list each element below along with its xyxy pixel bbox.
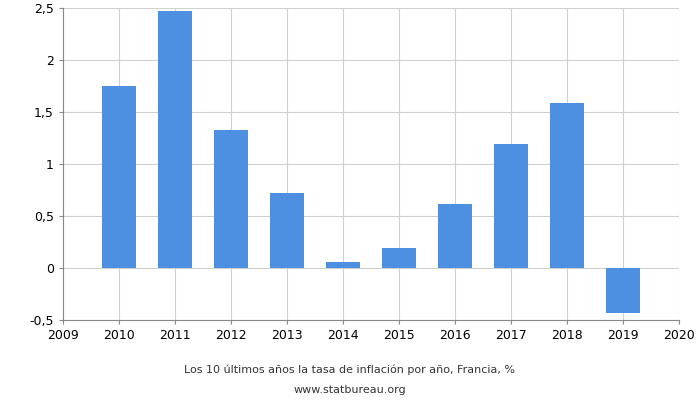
- Bar: [550, 103, 584, 268]
- Bar: [214, 130, 248, 268]
- Bar: [494, 144, 528, 268]
- Bar: [438, 204, 472, 268]
- Text: www.statbureau.org: www.statbureau.org: [294, 385, 406, 395]
- Bar: [326, 262, 360, 268]
- Bar: [270, 193, 304, 268]
- Bar: [102, 86, 136, 268]
- Text: Los 10 últimos años la tasa de inflación por año, Francia, %: Los 10 últimos años la tasa de inflación…: [185, 365, 515, 375]
- Bar: [382, 248, 416, 268]
- Bar: [606, 268, 640, 313]
- Bar: [158, 11, 192, 268]
